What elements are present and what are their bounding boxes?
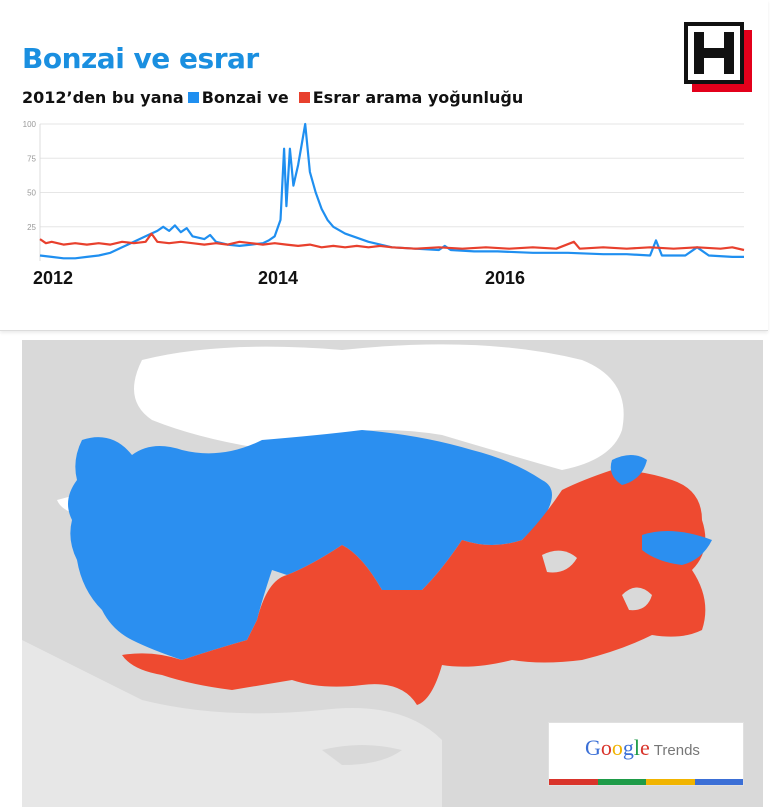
region-bonzai (68, 430, 552, 660)
y-tick-label: 75 (27, 154, 36, 163)
legend-label-bonzai: Bonzai ve (201, 88, 289, 107)
mediterranean-sea (22, 640, 442, 807)
trends-color-bar (549, 779, 743, 785)
cyprus (322, 745, 402, 765)
chart-subtitle: 2012’den bu yana Bonzai ve Esrar arama y… (22, 88, 523, 107)
region-esrar (122, 470, 706, 705)
legend-swatch-bonzai (187, 92, 199, 103)
y-tick-label: 25 (27, 223, 36, 232)
series-line-bonzai (39, 122, 744, 260)
x-tick-label: 2012 (33, 268, 73, 288)
y-tick-label: 100 (23, 120, 37, 129)
lake-keban (542, 550, 577, 573)
subtitle-prefix: 2012’den bu yana (22, 88, 184, 107)
page-title: Bonzai ve esrar (22, 42, 259, 75)
google-trends-wordmark: Google Trends (585, 735, 700, 761)
y-tick-label: 50 (27, 189, 36, 198)
map-svg (22, 344, 712, 807)
chart-card: Bonzai ve esrar 2012’den bu yana Bonzai … (0, 0, 768, 331)
x-tick-label: 2016 (485, 268, 525, 288)
legend-label-esrar: Esrar arama yoğunluğu (312, 88, 524, 107)
trends-label: Trends (653, 742, 700, 759)
trend-line-chart: 100 75 50 25 2012 2014 2016 (23, 120, 745, 288)
series-line-esrar (39, 232, 745, 252)
google-wordmark: Google (585, 735, 650, 760)
x-tick-label: 2014 (258, 268, 298, 288)
region-bonzai-ne (610, 455, 647, 485)
black-sea (134, 344, 624, 470)
lake-van (622, 587, 652, 611)
turkey-map: Google Trends (22, 340, 763, 807)
region-bonzai-east (642, 531, 712, 565)
google-trends-badge: Google Trends (548, 722, 744, 786)
h-logo (684, 22, 752, 92)
legend-swatch-esrar (298, 92, 310, 103)
